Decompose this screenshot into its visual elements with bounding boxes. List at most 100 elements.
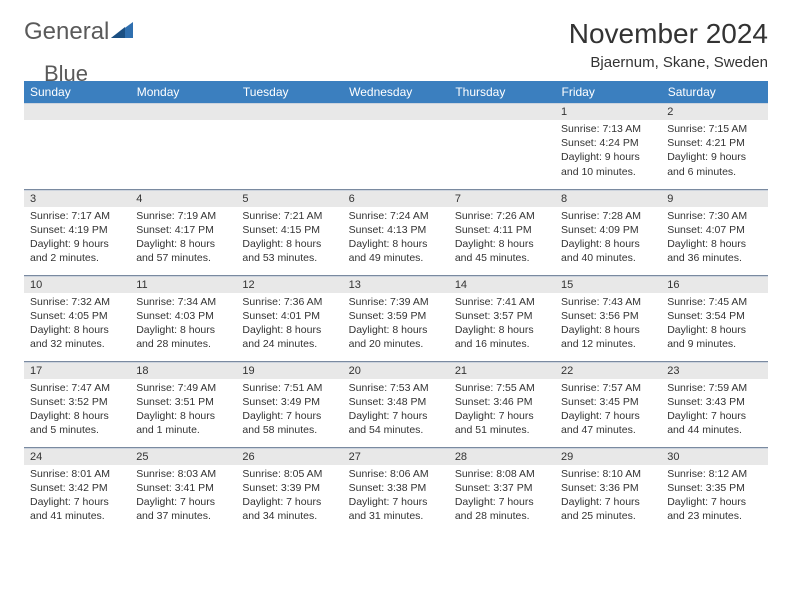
day-details: Sunrise: 7:28 AMSunset: 4:09 PMDaylight:… xyxy=(555,207,661,270)
day-number: 24 xyxy=(24,448,130,465)
calendar-cell xyxy=(130,103,236,189)
sunset-text: Sunset: 3:56 PM xyxy=(561,309,655,323)
daylight-text: Daylight: 8 hours and 20 minutes. xyxy=(349,323,443,351)
day-number: 2 xyxy=(661,103,767,120)
weekday-header: Saturday xyxy=(661,81,767,103)
calendar-cell: 19Sunrise: 7:51 AMSunset: 3:49 PMDayligh… xyxy=(236,361,342,447)
calendar-cell: 13Sunrise: 7:39 AMSunset: 3:59 PMDayligh… xyxy=(343,275,449,361)
weekday-header: Friday xyxy=(555,81,661,103)
location-label: Bjaernum, Skane, Sweden xyxy=(569,54,768,71)
triangle-icon xyxy=(111,20,133,45)
calendar-week-row: 24Sunrise: 8:01 AMSunset: 3:42 PMDayligh… xyxy=(24,447,768,533)
sunset-text: Sunset: 3:46 PM xyxy=(455,395,549,409)
day-details: Sunrise: 7:17 AMSunset: 4:19 PMDaylight:… xyxy=(24,207,130,270)
day-number: 16 xyxy=(661,276,767,293)
sunset-text: Sunset: 4:03 PM xyxy=(136,309,230,323)
sunset-text: Sunset: 4:13 PM xyxy=(349,223,443,237)
calendar-cell: 23Sunrise: 7:59 AMSunset: 3:43 PMDayligh… xyxy=(661,361,767,447)
day-number: 5 xyxy=(236,190,342,207)
day-details: Sunrise: 7:51 AMSunset: 3:49 PMDaylight:… xyxy=(236,379,342,442)
sunrise-text: Sunrise: 7:36 AM xyxy=(242,295,336,309)
day-details: Sunrise: 7:57 AMSunset: 3:45 PMDaylight:… xyxy=(555,379,661,442)
calendar-cell: 30Sunrise: 8:12 AMSunset: 3:35 PMDayligh… xyxy=(661,447,767,533)
sunrise-text: Sunrise: 7:17 AM xyxy=(30,209,124,223)
sunset-text: Sunset: 4:09 PM xyxy=(561,223,655,237)
daylight-text: Daylight: 7 hours and 28 minutes. xyxy=(455,495,549,523)
sunset-text: Sunset: 4:07 PM xyxy=(667,223,761,237)
daylight-text: Daylight: 7 hours and 23 minutes. xyxy=(667,495,761,523)
day-number: 19 xyxy=(236,362,342,379)
weekday-header: Tuesday xyxy=(236,81,342,103)
day-details: Sunrise: 8:12 AMSunset: 3:35 PMDaylight:… xyxy=(661,465,767,528)
weekday-header: Thursday xyxy=(449,81,555,103)
day-details: Sunrise: 7:53 AMSunset: 3:48 PMDaylight:… xyxy=(343,379,449,442)
calendar-table: Sunday Monday Tuesday Wednesday Thursday… xyxy=(24,81,768,533)
day-details: Sunrise: 7:47 AMSunset: 3:52 PMDaylight:… xyxy=(24,379,130,442)
sunrise-text: Sunrise: 8:03 AM xyxy=(136,467,230,481)
day-number: 28 xyxy=(449,448,555,465)
day-details: Sunrise: 7:19 AMSunset: 4:17 PMDaylight:… xyxy=(130,207,236,270)
day-details: Sunrise: 7:13 AMSunset: 4:24 PMDaylight:… xyxy=(555,120,661,183)
daylight-text: Daylight: 8 hours and 9 minutes. xyxy=(667,323,761,351)
daylight-text: Daylight: 8 hours and 1 minute. xyxy=(136,409,230,437)
day-details: Sunrise: 8:08 AMSunset: 3:37 PMDaylight:… xyxy=(449,465,555,528)
daylight-text: Daylight: 7 hours and 58 minutes. xyxy=(242,409,336,437)
empty-day xyxy=(343,103,449,120)
daylight-text: Daylight: 8 hours and 32 minutes. xyxy=(30,323,124,351)
daylight-text: Daylight: 7 hours and 44 minutes. xyxy=(667,409,761,437)
sunrise-text: Sunrise: 8:08 AM xyxy=(455,467,549,481)
day-details: Sunrise: 7:41 AMSunset: 3:57 PMDaylight:… xyxy=(449,293,555,356)
weekday-header-row: Sunday Monday Tuesday Wednesday Thursday… xyxy=(24,81,768,103)
calendar-week-row: 17Sunrise: 7:47 AMSunset: 3:52 PMDayligh… xyxy=(24,361,768,447)
day-number: 29 xyxy=(555,448,661,465)
sunrise-text: Sunrise: 7:39 AM xyxy=(349,295,443,309)
day-details: Sunrise: 7:39 AMSunset: 3:59 PMDaylight:… xyxy=(343,293,449,356)
sunset-text: Sunset: 3:38 PM xyxy=(349,481,443,495)
sunset-text: Sunset: 3:54 PM xyxy=(667,309,761,323)
sunrise-text: Sunrise: 7:51 AM xyxy=(242,381,336,395)
brand-word-general: General xyxy=(24,18,109,46)
day-details: Sunrise: 8:05 AMSunset: 3:39 PMDaylight:… xyxy=(236,465,342,528)
calendar-cell: 25Sunrise: 8:03 AMSunset: 3:41 PMDayligh… xyxy=(130,447,236,533)
calendar-cell xyxy=(24,103,130,189)
day-number: 18 xyxy=(130,362,236,379)
sunset-text: Sunset: 3:36 PM xyxy=(561,481,655,495)
daylight-text: Daylight: 7 hours and 25 minutes. xyxy=(561,495,655,523)
daylight-text: Daylight: 7 hours and 34 minutes. xyxy=(242,495,336,523)
sunrise-text: Sunrise: 7:13 AM xyxy=(561,122,655,136)
calendar-cell xyxy=(236,103,342,189)
sunset-text: Sunset: 3:39 PM xyxy=(242,481,336,495)
sunset-text: Sunset: 3:35 PM xyxy=(667,481,761,495)
day-number: 22 xyxy=(555,362,661,379)
day-number: 11 xyxy=(130,276,236,293)
daylight-text: Daylight: 8 hours and 40 minutes. xyxy=(561,237,655,265)
sunrise-text: Sunrise: 7:28 AM xyxy=(561,209,655,223)
calendar-cell: 2Sunrise: 7:15 AMSunset: 4:21 PMDaylight… xyxy=(661,103,767,189)
sunrise-text: Sunrise: 7:57 AM xyxy=(561,381,655,395)
calendar-cell: 26Sunrise: 8:05 AMSunset: 3:39 PMDayligh… xyxy=(236,447,342,533)
daylight-text: Daylight: 8 hours and 36 minutes. xyxy=(667,237,761,265)
day-number: 17 xyxy=(24,362,130,379)
calendar-cell: 15Sunrise: 7:43 AMSunset: 3:56 PMDayligh… xyxy=(555,275,661,361)
sunrise-text: Sunrise: 7:49 AM xyxy=(136,381,230,395)
empty-day xyxy=(236,103,342,120)
daylight-text: Daylight: 8 hours and 24 minutes. xyxy=(242,323,336,351)
calendar-cell: 7Sunrise: 7:26 AMSunset: 4:11 PMDaylight… xyxy=(449,189,555,275)
title-block: November 2024 Bjaernum, Skane, Sweden xyxy=(569,18,768,71)
calendar-body: 1Sunrise: 7:13 AMSunset: 4:24 PMDaylight… xyxy=(24,103,768,533)
sunrise-text: Sunrise: 8:05 AM xyxy=(242,467,336,481)
daylight-text: Daylight: 9 hours and 10 minutes. xyxy=(561,150,655,178)
sunrise-text: Sunrise: 7:45 AM xyxy=(667,295,761,309)
sunrise-text: Sunrise: 7:43 AM xyxy=(561,295,655,309)
day-number: 12 xyxy=(236,276,342,293)
daylight-text: Daylight: 7 hours and 47 minutes. xyxy=(561,409,655,437)
day-details: Sunrise: 7:21 AMSunset: 4:15 PMDaylight:… xyxy=(236,207,342,270)
sunrise-text: Sunrise: 7:15 AM xyxy=(667,122,761,136)
calendar-cell: 22Sunrise: 7:57 AMSunset: 3:45 PMDayligh… xyxy=(555,361,661,447)
day-number: 27 xyxy=(343,448,449,465)
day-details: Sunrise: 7:30 AMSunset: 4:07 PMDaylight:… xyxy=(661,207,767,270)
sunrise-text: Sunrise: 7:55 AM xyxy=(455,381,549,395)
sunset-text: Sunset: 3:52 PM xyxy=(30,395,124,409)
calendar-cell: 3Sunrise: 7:17 AMSunset: 4:19 PMDaylight… xyxy=(24,189,130,275)
daylight-text: Daylight: 8 hours and 45 minutes. xyxy=(455,237,549,265)
